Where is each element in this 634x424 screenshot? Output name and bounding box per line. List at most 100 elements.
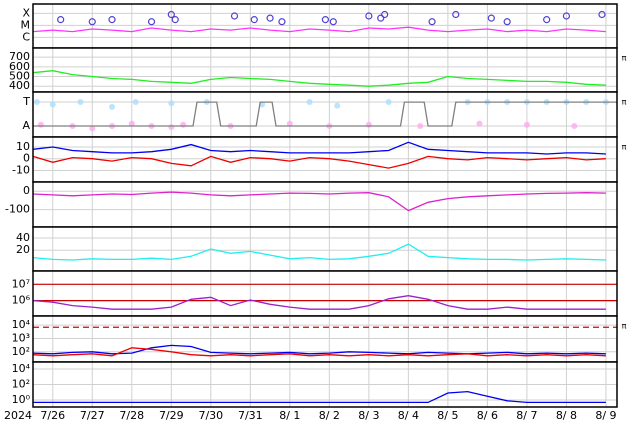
y-tick-label: 10⁶ bbox=[12, 294, 31, 307]
y-tick-label: 0 bbox=[23, 152, 30, 165]
data-point bbox=[286, 120, 293, 127]
y-tick-label: 10⁴ bbox=[12, 318, 31, 331]
x-tick-label: 8/ 7 bbox=[516, 409, 537, 422]
y-tick-label: -10 bbox=[12, 163, 30, 176]
x-tick-label: 7/26 bbox=[40, 409, 65, 422]
y-tick-label: A bbox=[22, 119, 30, 132]
y-tick-label: 10⁴ bbox=[12, 362, 31, 375]
data-point bbox=[33, 99, 40, 106]
y-tick-label: 0 bbox=[23, 184, 30, 197]
data-point bbox=[180, 121, 187, 128]
panel-frame bbox=[33, 182, 617, 227]
flare-marker bbox=[543, 16, 551, 24]
data-line bbox=[32, 295, 606, 310]
data-point bbox=[334, 102, 341, 109]
flare-marker bbox=[266, 14, 274, 22]
flare-marker bbox=[377, 14, 385, 22]
data-line bbox=[32, 70, 606, 87]
x-tick-label: 7/29 bbox=[159, 409, 184, 422]
flare-marker bbox=[250, 16, 258, 24]
x-tick-label: 7/27 bbox=[80, 409, 105, 422]
data-line bbox=[32, 344, 606, 355]
x-tick-label: 8/ 4 bbox=[398, 409, 419, 422]
panel-border bbox=[32, 361, 618, 408]
x-tick-label: 8/ 8 bbox=[556, 409, 577, 422]
flare-marker bbox=[88, 18, 96, 26]
data-point bbox=[49, 101, 56, 108]
flare-marker bbox=[230, 12, 239, 20]
side-mark: π bbox=[622, 98, 627, 107]
x-tick-label: 8/ 1 bbox=[279, 409, 300, 422]
panel-frame bbox=[33, 92, 617, 137]
y-tick-label: -100 bbox=[5, 203, 30, 216]
flare-marker bbox=[278, 18, 286, 26]
x-tick-label: 7/28 bbox=[119, 409, 144, 422]
data-line bbox=[32, 191, 606, 212]
data-line bbox=[33, 101, 617, 127]
x-tick-label: 8/ 3 bbox=[358, 409, 379, 422]
panel-frame bbox=[33, 227, 617, 271]
flare-marker bbox=[381, 10, 389, 19]
data-point bbox=[417, 122, 424, 129]
x-tick-label: 8/ 2 bbox=[319, 409, 340, 422]
y-tick-label: 500 bbox=[9, 70, 30, 83]
data-point bbox=[37, 121, 44, 128]
flare-marker bbox=[171, 16, 179, 24]
x-tick-label: 8/ 5 bbox=[437, 409, 458, 422]
y-tick-label: 10² bbox=[12, 345, 30, 358]
panel-frame bbox=[33, 48, 617, 92]
y-tick-label: 10⁷ bbox=[12, 277, 30, 290]
y-tick-label: 20 bbox=[16, 243, 30, 256]
panel-frame bbox=[33, 4, 617, 48]
flare-marker bbox=[452, 10, 460, 19]
x-tick-label: 7/30 bbox=[198, 409, 223, 422]
y-tick-label: X bbox=[22, 6, 30, 19]
data-line bbox=[32, 26, 606, 33]
data-point bbox=[365, 121, 372, 128]
data-line bbox=[32, 141, 606, 155]
data-point bbox=[168, 124, 175, 131]
flare-marker bbox=[57, 16, 65, 24]
data-point bbox=[77, 99, 84, 106]
flare-marker bbox=[365, 12, 373, 20]
data-point bbox=[476, 120, 483, 127]
x-tick-label: 8/ 6 bbox=[477, 409, 498, 422]
flare-marker bbox=[503, 18, 511, 26]
flare-marker bbox=[598, 10, 606, 19]
y-tick-label: C bbox=[22, 30, 30, 43]
flare-marker bbox=[321, 16, 329, 24]
data-point bbox=[306, 99, 313, 106]
flare-marker bbox=[167, 10, 175, 19]
year-label: 2024 bbox=[4, 409, 32, 422]
side-mark: π bbox=[622, 54, 627, 63]
x-tick-label: 7/31 bbox=[238, 409, 263, 422]
flare-marker bbox=[147, 18, 156, 26]
y-tick-label: 10³ bbox=[12, 331, 30, 344]
flare-marker bbox=[428, 18, 436, 26]
data-point bbox=[89, 125, 96, 132]
y-tick-label: T bbox=[22, 95, 30, 108]
y-tick-label: 10⁰ bbox=[12, 393, 31, 406]
data-point bbox=[168, 100, 175, 107]
flare-marker bbox=[108, 16, 116, 24]
data-point bbox=[128, 120, 135, 127]
data-point bbox=[132, 99, 139, 106]
data-point bbox=[523, 121, 530, 128]
data-line bbox=[32, 155, 606, 169]
y-tick-label: 40 bbox=[16, 231, 30, 244]
side-mark: π bbox=[622, 322, 627, 331]
flare-marker bbox=[329, 18, 337, 26]
y-tick-label: 10² bbox=[12, 377, 30, 390]
data-line bbox=[32, 347, 606, 357]
x-tick-label: 8/ 9 bbox=[595, 409, 616, 422]
flare-marker bbox=[562, 12, 571, 20]
y-tick-label: M bbox=[21, 18, 31, 31]
y-tick-label: 700 bbox=[9, 50, 30, 63]
y-tick-label: 400 bbox=[9, 79, 30, 92]
side-mark: π bbox=[622, 143, 627, 152]
y-tick-label: 600 bbox=[9, 60, 30, 73]
data-line bbox=[32, 243, 606, 261]
data-point bbox=[109, 103, 116, 110]
data-point bbox=[571, 122, 578, 129]
